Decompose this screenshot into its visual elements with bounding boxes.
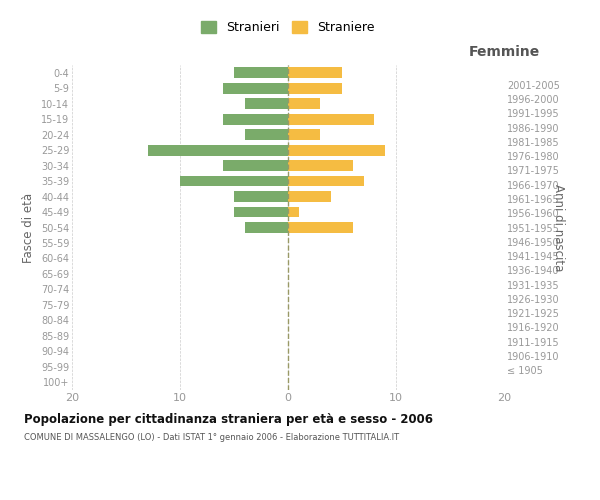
Bar (288, 176, 364, 186)
Bar (288, 68, 342, 78)
Bar (288, 98, 320, 109)
Text: Popolazione per cittadinanza straniera per età e sesso - 2006: Popolazione per cittadinanza straniera p… (24, 412, 433, 426)
Bar (245, 129, 288, 140)
Bar (223, 160, 288, 171)
Bar (288, 191, 331, 202)
Bar (234, 68, 288, 78)
Bar (223, 83, 288, 94)
Bar (245, 98, 288, 109)
Bar (288, 83, 342, 94)
Bar (180, 176, 288, 186)
Legend: Stranieri, Straniere: Stranieri, Straniere (196, 16, 380, 40)
Bar (234, 191, 288, 202)
Text: COMUNE DI MASSALENGO (LO) - Dati ISTAT 1° gennaio 2006 - Elaborazione TUTTITALIA: COMUNE DI MASSALENGO (LO) - Dati ISTAT 1… (24, 432, 399, 442)
Y-axis label: Fasce di età: Fasce di età (22, 192, 35, 262)
Bar (234, 206, 288, 218)
Y-axis label: Anni di nascita: Anni di nascita (552, 184, 565, 271)
Text: Femmine: Femmine (469, 44, 539, 59)
Bar (288, 160, 353, 171)
Bar (288, 222, 353, 233)
Bar (223, 114, 288, 124)
Bar (288, 114, 374, 124)
Bar (288, 129, 320, 140)
Bar (148, 144, 288, 156)
Bar (245, 222, 288, 233)
Bar (288, 206, 299, 218)
Bar (288, 144, 385, 156)
